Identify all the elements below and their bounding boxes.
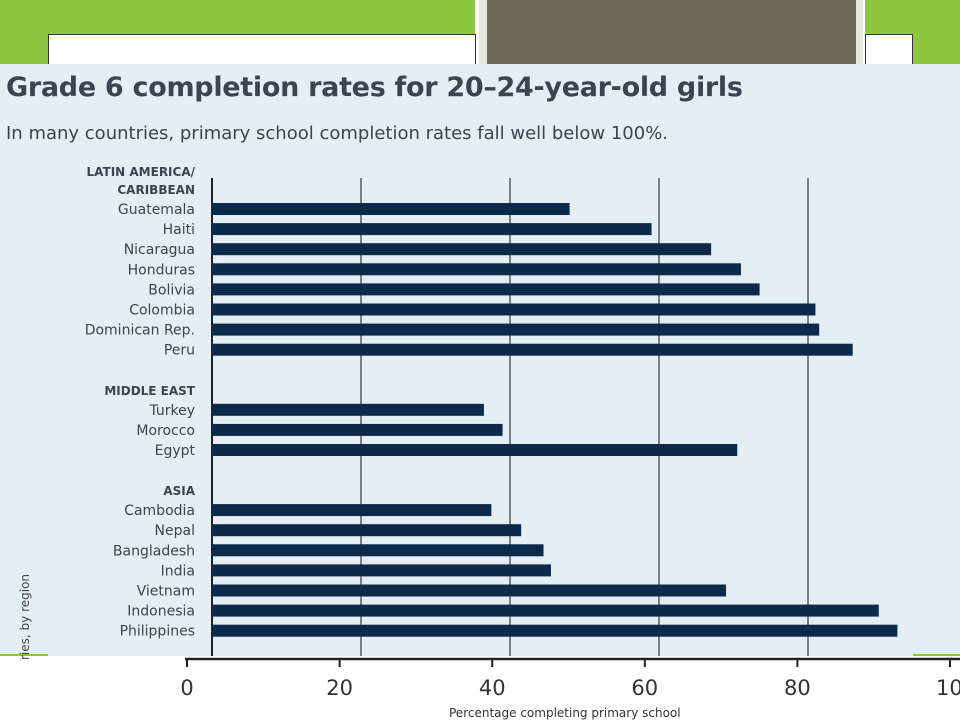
category-label: Guatemala [118, 202, 195, 218]
bar [212, 203, 570, 215]
chart-subtitle: In many countries, primary school comple… [6, 123, 669, 144]
x-tick-label: 40 [479, 676, 506, 700]
bar [212, 524, 522, 537]
category-label: Turkey [148, 403, 195, 419]
photo-placeholder [487, 0, 856, 64]
bar [212, 223, 652, 236]
bar [212, 343, 853, 356]
bar [212, 263, 741, 276]
axis-strip [0, 656, 960, 720]
bar [212, 444, 738, 456]
category-label: Haiti [163, 222, 195, 238]
bar [212, 303, 816, 316]
bar [212, 403, 484, 416]
bar [212, 544, 544, 557]
x-tick-label: 10 [936, 676, 960, 700]
x-axis-title: Percentage completing primary school [449, 706, 681, 720]
category-label: Nicaragua [124, 242, 195, 258]
bar [212, 423, 503, 436]
category-label: Colombia [129, 303, 195, 319]
category-label: Indonesia [127, 604, 195, 620]
bar [212, 604, 879, 617]
category-label: Vietnam [137, 584, 195, 600]
group-label: CARIBBEAN [117, 183, 195, 197]
x-tick-label: 80 [784, 676, 811, 700]
category-label: Honduras [128, 262, 195, 278]
group-label: ASIA [163, 484, 195, 498]
bar [212, 624, 898, 637]
category-label: Morocco [136, 423, 195, 439]
bar [212, 564, 551, 577]
bar [212, 504, 492, 517]
bar [212, 323, 820, 336]
bar [212, 283, 760, 296]
category-label: Bolivia [148, 282, 195, 298]
chart-panel [0, 64, 960, 656]
x-tick-label: 0 [180, 676, 193, 700]
category-label: Philippines [120, 624, 195, 640]
bar [212, 584, 727, 597]
group-label: LATIN AMERICA/ [87, 165, 196, 179]
category-label: Dominican Rep. [85, 323, 195, 339]
category-label: Egypt [155, 443, 196, 459]
chart-title: Grade 6 completion rates for 20–24-year-… [6, 72, 743, 103]
group-label: MIDDLE EAST [104, 384, 195, 398]
white-frame-left [48, 34, 476, 64]
category-label: India [161, 563, 195, 579]
white-frame-right [865, 34, 913, 64]
category-label: Peru [164, 343, 195, 359]
x-tick-label: 20 [326, 676, 353, 700]
category-label: Nepal [155, 523, 195, 539]
category-label: Bangladesh [113, 543, 195, 559]
x-tick-label: 60 [631, 676, 658, 700]
bar [212, 243, 712, 256]
category-label: Cambodia [124, 503, 195, 519]
